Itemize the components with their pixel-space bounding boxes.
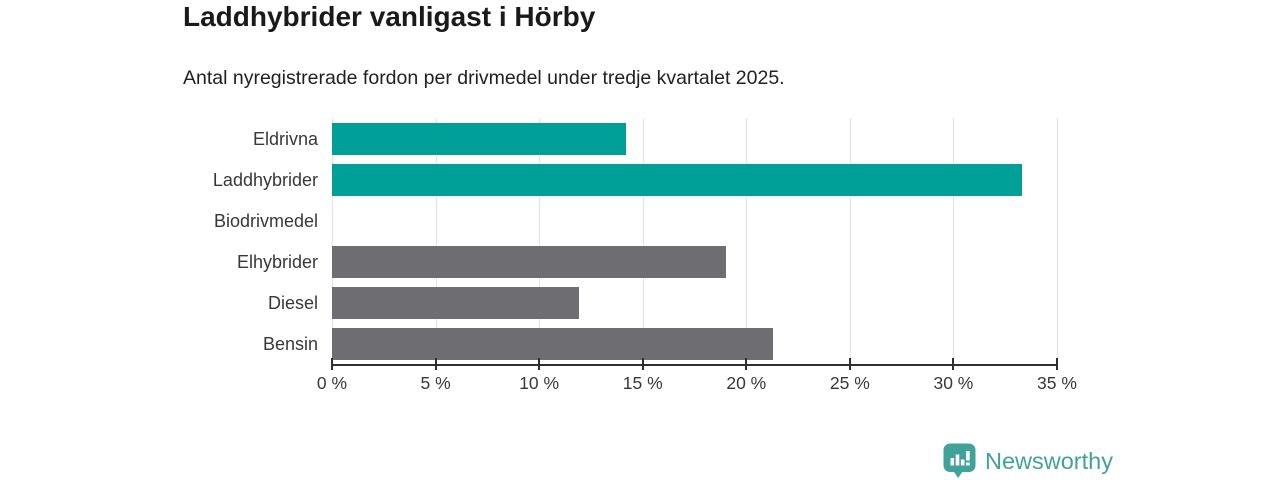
category-label-bensin: Bensin	[262, 334, 318, 355]
x-tick-label: 25 %	[829, 373, 870, 393]
x-tick-5%	[434, 358, 437, 370]
x-tick-10%	[538, 358, 541, 370]
x-tick-label: 5 %	[420, 373, 451, 393]
bar-chart: Eldrivna Laddhybrider Biodrivmedel Elhybrid…	[0, 118, 1077, 393]
gridline-0%	[332, 118, 333, 365]
chart-subtitle: Antal nyregistrerade fordon per drivmede…	[183, 67, 785, 89]
x-axis-line	[331, 364, 1058, 366]
gridline-10%	[539, 118, 541, 365]
bar-diesel	[332, 287, 579, 320]
gridline-5%	[435, 118, 437, 365]
gridline-25%	[849, 118, 851, 365]
gridline-20%	[746, 118, 748, 365]
x-tick-label: 10 %	[519, 373, 560, 393]
category-axis: Eldrivna Laddhybrider Biodrivmedel Elhybrid…	[0, 118, 318, 365]
category-label-biodrivmedel: Biodrivmedel	[213, 210, 318, 231]
x-tick-label: 30 %	[933, 373, 974, 393]
x-tick-15%	[641, 358, 644, 370]
x-tick-35%	[1056, 358, 1058, 370]
chart-title: Laddhybrider vanligast i Hörby	[183, 1, 596, 32]
bar-bensin	[332, 328, 774, 361]
gridline-15%	[642, 118, 644, 365]
plot-area	[332, 118, 1058, 365]
category-label-laddhybrider: Laddhybrider	[212, 169, 318, 190]
newsworthy-logo-icon	[943, 443, 976, 478]
gridline-35%	[1057, 118, 1058, 365]
bar-laddhybrider	[332, 163, 1022, 196]
gridline-30%	[953, 118, 955, 365]
x-tick-0%	[331, 358, 333, 370]
x-tick-25%	[848, 358, 851, 370]
newsworthy-logo-text: Newsworthy	[985, 447, 1113, 474]
newsworthy-logo[interactable]: Newsworthy	[943, 443, 1113, 478]
category-label-eldrivna: Eldrivna	[252, 128, 318, 149]
category-label-elhybrider: Elhybrider	[236, 252, 318, 273]
bar-eldrivna	[332, 122, 627, 155]
category-label-diesel: Diesel	[267, 293, 318, 314]
x-tick-label: 15 %	[622, 373, 663, 393]
x-tick-label: 0 %	[316, 373, 348, 393]
x-tick-label: 20 %	[726, 373, 767, 393]
x-axis: 0 % 5 % 10 % 15 % 20 % 25 % 30 % 35 %	[317, 0, 1077, 480]
x-tick-label: 35 %	[1037, 373, 1077, 393]
bar-elhybrider	[332, 246, 726, 279]
x-tick-30%	[952, 358, 955, 370]
x-tick-20%	[745, 358, 748, 370]
